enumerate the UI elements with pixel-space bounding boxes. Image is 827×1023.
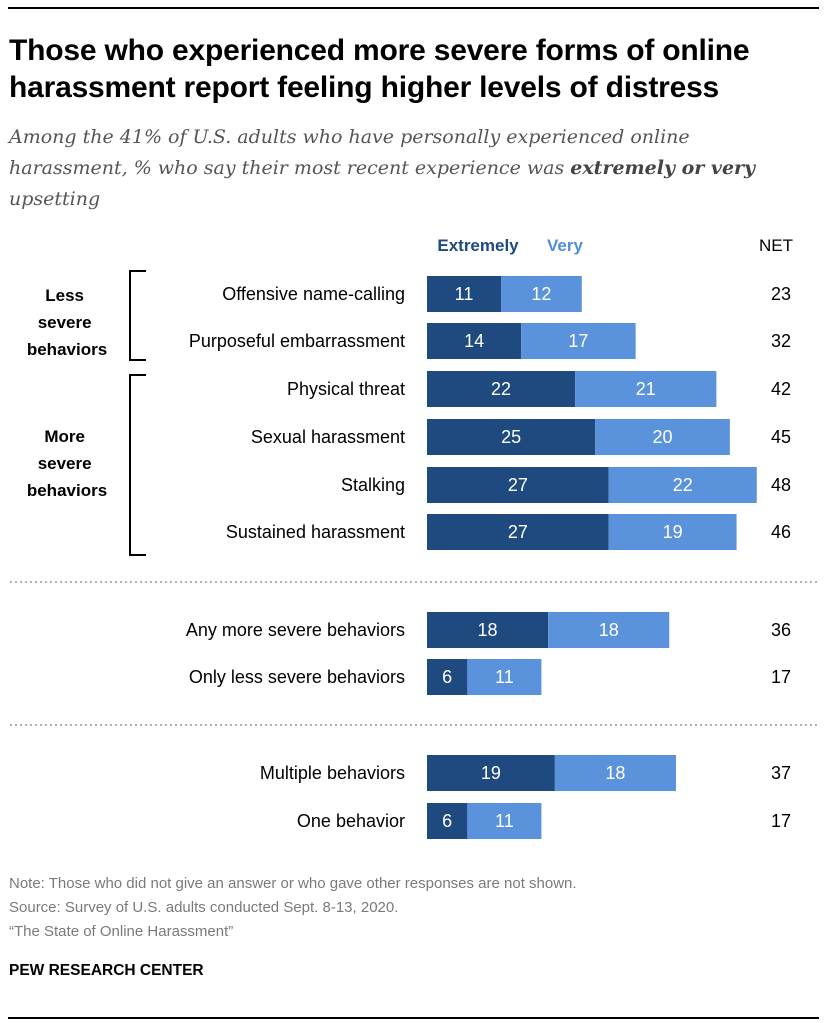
category-label: Offensive name-calling	[222, 284, 405, 304]
net-value: 36	[771, 620, 791, 640]
bar-very	[608, 467, 757, 503]
bar-extremely	[427, 659, 468, 695]
value-label-extremely: 18	[478, 620, 498, 640]
value-label-very: 21	[636, 379, 656, 399]
value-label-very: 12	[531, 284, 551, 304]
group-label-more-line3: behaviors	[27, 481, 107, 500]
bar-very	[595, 419, 730, 455]
group-more-severe: More severe behaviors	[27, 374, 146, 556]
brand-logo-text: PEW RESEARCH CENTER	[9, 962, 204, 979]
value-label-very: 19	[663, 522, 683, 542]
group-bracket-less	[129, 270, 146, 361]
chart-subtitle: Among the 41% of U.S. adults who have pe…	[9, 122, 799, 215]
value-label-extremely: 27	[508, 475, 528, 495]
bar-extremely	[427, 323, 522, 359]
value-label-very: 18	[599, 620, 619, 640]
bar-extremely	[427, 612, 549, 648]
group-label-more: More severe behaviors	[27, 427, 107, 500]
net-value: 17	[771, 811, 791, 831]
bar-very	[521, 323, 636, 359]
category-label: Stalking	[341, 475, 405, 495]
category-label: Purposeful embarrassment	[189, 331, 405, 351]
bar-extremely	[427, 514, 609, 550]
bar-very	[467, 659, 542, 695]
group-label-more-line1: More	[44, 427, 85, 446]
bar-extremely	[427, 419, 596, 455]
subtitle-part-1: Among the 41% of U.S. adults who have pe…	[9, 126, 690, 179]
bar-extremely	[427, 755, 555, 791]
group-label-more-line2: severe	[38, 454, 92, 473]
source-note: Source: Survey of U.S. adults conducted …	[9, 899, 399, 916]
chart-title: Those who experienced more severe forms …	[9, 34, 750, 104]
value-label-very: 18	[605, 763, 625, 783]
value-label-extremely: 6	[442, 811, 452, 831]
net-value: 46	[771, 522, 791, 542]
net-value: 23	[771, 284, 791, 304]
net-value: 32	[771, 331, 791, 351]
group-label-less-line2: severe	[38, 313, 92, 332]
value-label-very: 11	[495, 667, 514, 687]
bar-very	[467, 803, 542, 839]
bar-very	[548, 612, 670, 648]
value-label-extremely: 6	[442, 667, 452, 687]
category-label: Any more severe behaviors	[186, 620, 405, 640]
net-column-header: NET	[759, 236, 793, 255]
value-label-very: 11	[495, 811, 514, 831]
value-label-extremely: 22	[491, 379, 511, 399]
value-label-extremely: 27	[508, 522, 528, 542]
value-label-very: 20	[653, 427, 673, 447]
value-label-extremely: 14	[464, 331, 484, 351]
group-label-less-line1: Less	[45, 286, 84, 305]
top-rule	[8, 7, 819, 9]
net-value: 42	[771, 379, 791, 399]
bar-very	[501, 276, 582, 312]
net-value: 48	[771, 475, 791, 495]
group-label-less: Less severe behaviors	[27, 286, 107, 359]
bar-extremely	[427, 803, 468, 839]
group-less-severe: Less severe behaviors	[27, 270, 146, 361]
bottom-rule	[8, 1017, 819, 1019]
value-label-extremely: 19	[481, 763, 501, 783]
net-value: 37	[771, 763, 791, 783]
category-label: One behavior	[297, 811, 405, 831]
value-label-extremely: 11	[455, 284, 474, 304]
legend-extremely: Extremely	[437, 236, 519, 255]
bar-extremely	[427, 371, 576, 407]
bar-very	[554, 755, 677, 791]
stacked-bar-chart: Extremely Very NET Less severe behaviors…	[10, 236, 817, 839]
group-label-less-line3: behaviors	[27, 340, 107, 359]
footnote: Note: Those who did not give an answer o…	[9, 875, 577, 892]
net-value: 45	[771, 427, 791, 447]
legend: Extremely Very NET	[437, 236, 793, 255]
value-label-very: 17	[568, 331, 588, 351]
net-value: 17	[771, 667, 791, 687]
group-bracket-more	[129, 374, 146, 556]
legend-very: Very	[547, 236, 583, 255]
bar-very	[608, 514, 737, 550]
subtitle-part-3: upsetting	[9, 188, 101, 210]
bar-rows: Offensive name-calling 11 12 23 Purposeful e…	[186, 276, 791, 839]
category-label: Physical threat	[287, 379, 405, 399]
subtitle-emphasis: extremely or very	[570, 157, 756, 179]
report-name: “The State of Online Harassment”	[9, 923, 234, 940]
category-label: Sexual harassment	[251, 427, 405, 447]
value-label-extremely: 25	[501, 427, 521, 447]
bar-extremely	[427, 276, 502, 312]
category-label: Only less severe behaviors	[189, 667, 405, 687]
bar-very	[575, 371, 717, 407]
bar-extremely	[427, 467, 609, 503]
value-label-very: 22	[673, 475, 693, 495]
category-label: Sustained harassment	[226, 522, 405, 542]
category-label: Multiple behaviors	[260, 763, 405, 783]
